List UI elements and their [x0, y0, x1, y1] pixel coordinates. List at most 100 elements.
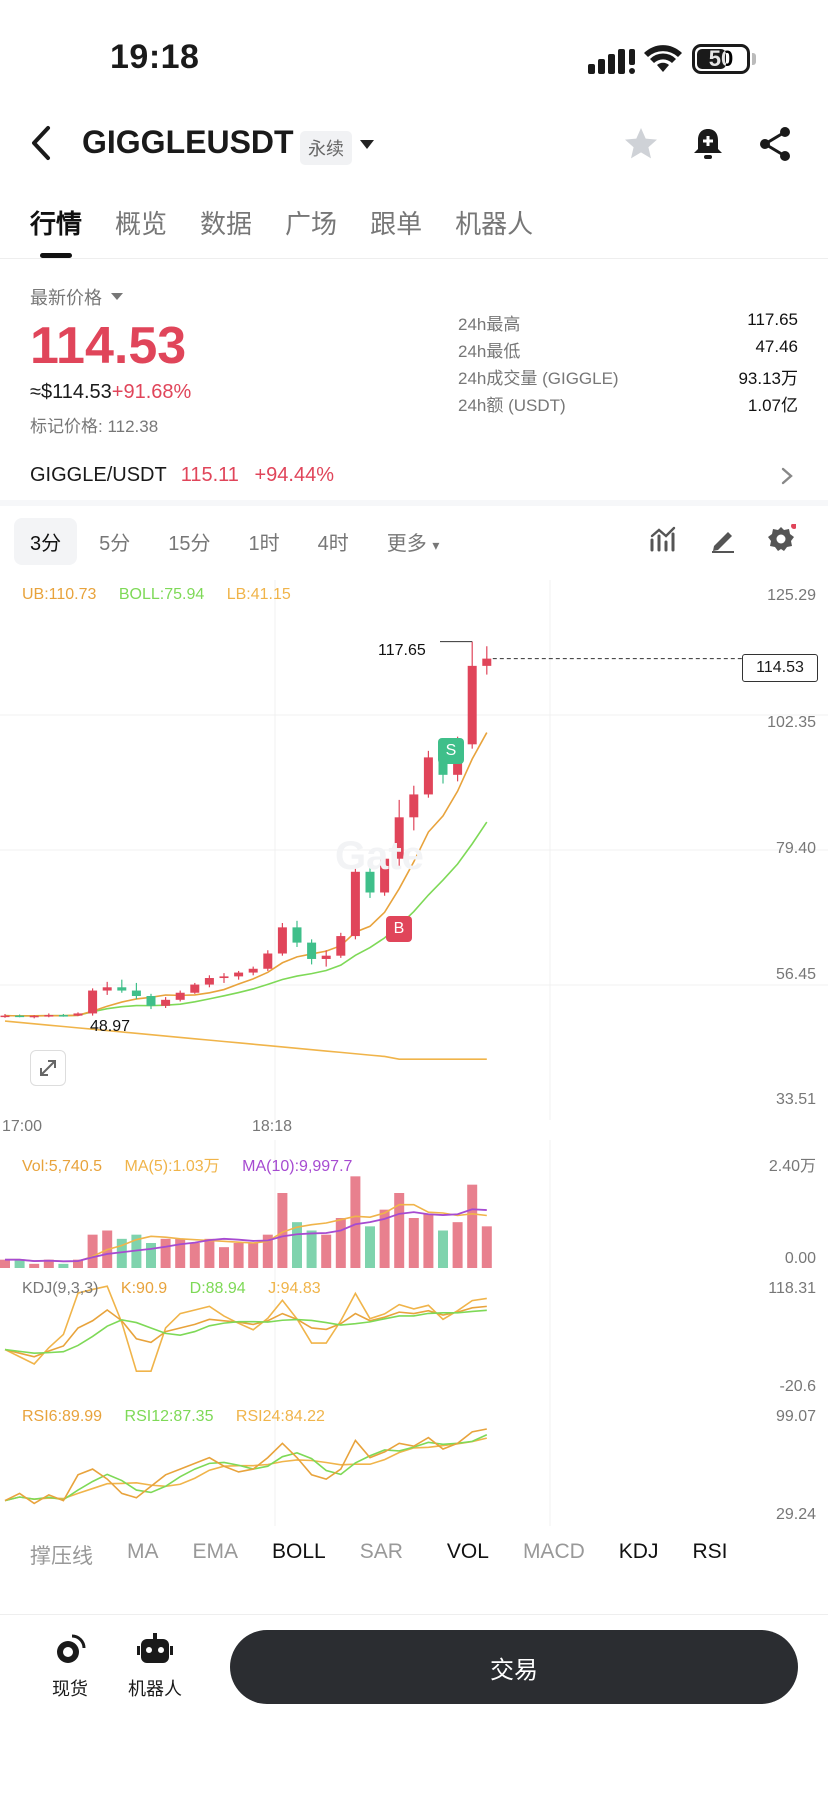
robot-icon: [137, 1633, 173, 1663]
candle-body: [190, 984, 200, 993]
buy-marker[interactable]: B: [386, 916, 412, 942]
candlestick-chart[interactable]: [0, 580, 828, 1140]
rsi-chart: [4, 1396, 551, 1526]
ind-ma[interactable]: MA: [127, 1540, 159, 1563]
rsi12-value: RSI12:87.35: [124, 1408, 214, 1425]
tabs-divider: [0, 258, 828, 259]
volume-bar: [408, 1218, 419, 1268]
timeframe-5m[interactable]: 5分: [99, 533, 131, 555]
volume-bar: [394, 1193, 405, 1268]
chart-settings-gear-icon[interactable]: [766, 524, 796, 554]
timeframe-4h[interactable]: 4时: [317, 533, 349, 555]
price-type-dropdown-icon[interactable]: [111, 293, 123, 300]
pair-dropdown-icon[interactable]: [360, 140, 374, 149]
ind-sar[interactable]: SAR: [359, 1540, 403, 1563]
tab-data[interactable]: 数据: [200, 209, 253, 239]
x-tick-2: 18:18: [252, 1118, 293, 1135]
volume-chart: [0, 1140, 551, 1270]
spot-nav-button[interactable]: 现货: [50, 1630, 90, 1701]
candle-body: [234, 972, 244, 977]
bottom-divider: [0, 1614, 828, 1615]
chevron-right-icon[interactable]: [780, 466, 794, 486]
y-tick-1: 125.29: [767, 587, 816, 604]
rsi24-line: [4, 1437, 487, 1502]
volume-bar: [29, 1263, 40, 1268]
volume-bar: [452, 1222, 463, 1268]
tab-copy-trade[interactable]: 跟单: [370, 209, 423, 239]
battery-tip: [752, 53, 756, 65]
candle-body: [482, 658, 492, 666]
stat-label-low: 24h最低: [458, 342, 521, 361]
kdj-d-value: D:88.94: [189, 1280, 246, 1297]
y-tick-4: 56.45: [775, 966, 816, 983]
candle-body: [204, 978, 214, 985]
indicator-chart-icon[interactable]: [648, 524, 678, 554]
candle-body: [29, 1015, 39, 1018]
volume-bar: [116, 1238, 127, 1268]
share-icon[interactable]: [756, 124, 796, 164]
rsi-y-tick-bottom: 29.24: [775, 1506, 816, 1523]
kdj-name: KDJ(9,3,3): [22, 1280, 99, 1297]
candle-body: [365, 871, 375, 893]
x-tick-1: 17:00: [2, 1118, 43, 1135]
candle-body: [88, 990, 98, 1014]
volume-bar: [73, 1259, 83, 1268]
candle-body: [102, 987, 112, 991]
timeframe-1h[interactable]: 1时: [248, 533, 280, 555]
tab-bots[interactable]: 机器人: [455, 209, 534, 239]
sell-marker[interactable]: S: [438, 738, 464, 764]
price-alert-bell-icon[interactable]: [688, 124, 728, 164]
perpetual-tag: 永续: [300, 131, 352, 165]
tab-overview[interactable]: 概览: [115, 209, 168, 239]
contract-pair-title[interactable]: GIGGLEUSDT: [82, 124, 294, 160]
ind-rsi[interactable]: RSI: [692, 1540, 728, 1563]
volume-bar: [248, 1243, 259, 1268]
candle-body: [292, 927, 302, 943]
candle-body: [146, 996, 156, 1006]
current-price-tag: 114.53: [742, 654, 818, 682]
boll-lb-value: LB:41.15: [226, 586, 291, 603]
candle-body: [58, 1015, 68, 1017]
volume-bar: [233, 1243, 244, 1268]
boll-legend: UB:110.73 BOLL:75.94 LB:41.15: [22, 586, 309, 604]
latest-price-label[interactable]: 最新价格: [30, 288, 102, 308]
timeframe-15m[interactable]: 15分: [168, 533, 211, 555]
bots-nav-button[interactable]: 机器人: [128, 1630, 182, 1701]
trade-button[interactable]: 交易: [230, 1630, 798, 1704]
stat-value-volume: 93.13万: [738, 369, 798, 388]
price-change-percent: +91.68%: [111, 381, 192, 403]
market-tabs: 行情 概览 数据 广场 跟单 机器人: [30, 204, 533, 241]
spot-pair-row[interactable]: GIGGLE/USDT 115.11 +94.44%: [30, 464, 334, 487]
timeframe-more-label: 更多: [386, 533, 427, 555]
back-arrow-icon[interactable]: [28, 125, 54, 161]
vol-y-tick-top: 2.40万: [768, 1158, 816, 1175]
low-price-label: 48.97: [90, 1018, 131, 1035]
ind-kdj[interactable]: KDJ: [618, 1540, 659, 1563]
timeframe-3m[interactable]: 3分: [14, 518, 78, 565]
timeframe-more[interactable]: 更多 ▾: [371, 518, 456, 565]
ind-boll[interactable]: BOLL: [272, 1540, 326, 1563]
tab-market[interactable]: 行情: [30, 209, 83, 239]
rsi12-line: [4, 1433, 488, 1502]
drawing-pen-icon[interactable]: [708, 524, 738, 554]
bots-label: 机器人: [128, 1679, 182, 1699]
kdj-d-line: [4, 1309, 487, 1354]
vol-value: Vol:5,740.5: [22, 1158, 103, 1175]
ind-vol[interactable]: VOL: [446, 1540, 489, 1563]
favorite-star-icon[interactable]: [621, 124, 661, 164]
spot-label: 现货: [52, 1679, 88, 1699]
ind-support-resistance[interactable]: 撑压线: [30, 1545, 93, 1568]
volume-bar: [335, 1218, 346, 1268]
volume-bar: [306, 1230, 317, 1268]
ind-ema[interactable]: EMA: [192, 1540, 239, 1563]
kdj-y-tick-top: 118.31: [768, 1280, 816, 1297]
stat-value-low: 47.46: [755, 337, 798, 356]
tab-square[interactable]: 广场: [285, 209, 338, 239]
volume-bar: [58, 1263, 69, 1268]
candle-body: [263, 953, 273, 969]
expand-icon: [40, 1060, 56, 1076]
fullscreen-button[interactable]: [30, 1050, 66, 1086]
volume-bar: [321, 1234, 332, 1268]
ind-macd[interactable]: MACD: [522, 1540, 585, 1563]
volume-bar: [438, 1230, 448, 1268]
